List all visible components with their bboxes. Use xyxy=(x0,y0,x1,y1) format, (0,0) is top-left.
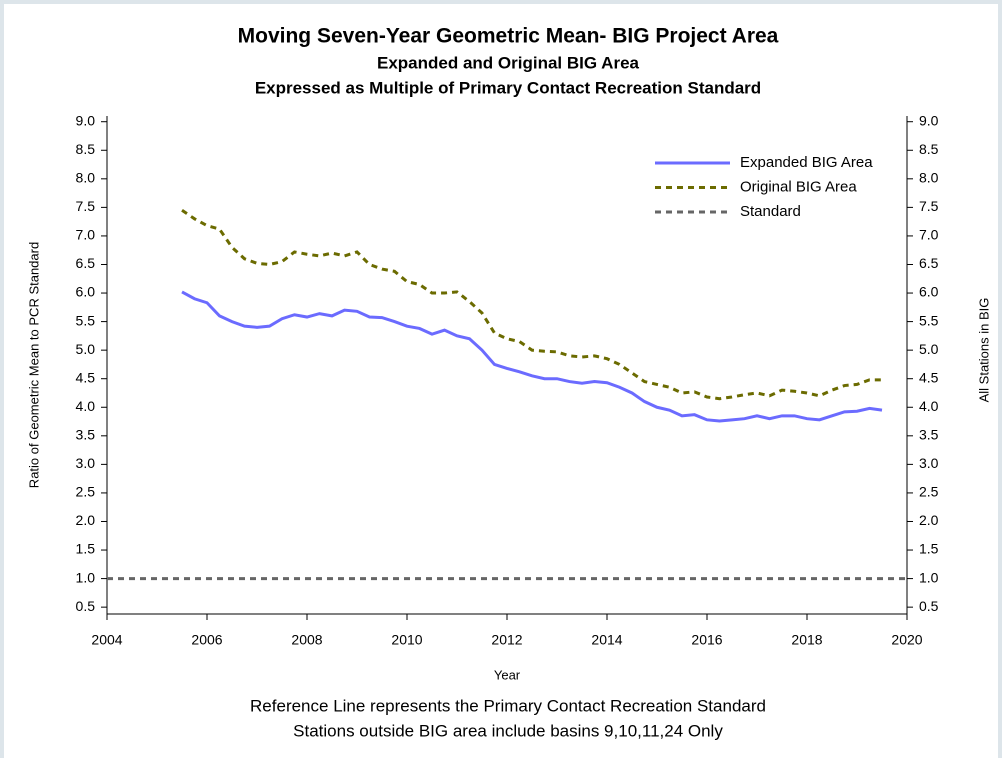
y-tick-label: 8.0 xyxy=(76,170,96,186)
x-tick-label: 2020 xyxy=(891,632,922,648)
y-tick-label: 4.0 xyxy=(76,398,96,414)
chart-subtitle: Expanded and Original BIG Area xyxy=(377,53,640,72)
y-tick-label: 2.0 xyxy=(76,512,96,528)
x-tick-label: 2012 xyxy=(491,632,522,648)
chart-title: Moving Seven-Year Geometric Mean- BIG Pr… xyxy=(238,25,779,48)
y2-tick-label: 7.5 xyxy=(919,198,939,214)
y-tick-label: 0.5 xyxy=(76,598,96,614)
y-tick-label: 7.0 xyxy=(76,227,96,243)
chart-subtitle: Expressed as Multiple of Primary Contact… xyxy=(255,78,761,97)
y2-tick-label: 5.5 xyxy=(919,312,939,328)
y2-tick-label: 2.5 xyxy=(919,484,939,500)
y2-tick-label: 5.0 xyxy=(919,341,939,357)
x-tick-label: 2006 xyxy=(191,632,222,648)
x-tick-label: 2008 xyxy=(291,632,322,648)
chart-background xyxy=(4,4,998,758)
y2-tick-label: 7.0 xyxy=(919,227,939,243)
x-axis-label: Year xyxy=(494,667,521,682)
y-tick-label: 8.5 xyxy=(76,141,96,157)
y2-tick-label: 2.0 xyxy=(919,512,939,528)
y2-tick-label: 6.0 xyxy=(919,284,939,300)
x-tick-label: 2014 xyxy=(591,632,622,648)
y-tick-label: 1.0 xyxy=(76,569,96,585)
y2-tick-label: 3.0 xyxy=(919,455,939,471)
y2-tick-label: 4.0 xyxy=(919,398,939,414)
y-tick-label: 5.5 xyxy=(76,312,96,328)
y2-tick-label: 8.5 xyxy=(919,141,939,157)
y-tick-label: 9.0 xyxy=(76,112,96,128)
x-tick-label: 2016 xyxy=(691,632,722,648)
y-tick-label: 1.5 xyxy=(76,541,96,557)
y2-tick-label: 1.0 xyxy=(919,569,939,585)
x-tick-label: 2010 xyxy=(391,632,422,648)
legend-label: Standard xyxy=(740,203,801,220)
y2-tick-label: 0.5 xyxy=(919,598,939,614)
x-tick-label: 2004 xyxy=(91,632,122,648)
y-tick-label: 3.5 xyxy=(76,427,96,443)
y-tick-label: 4.5 xyxy=(76,369,96,385)
footnote: Reference Line represents the Primary Co… xyxy=(250,696,766,715)
y2-tick-label: 8.0 xyxy=(919,170,939,186)
legend-label: Expanded BIG Area xyxy=(740,154,873,171)
legend-label: Original BIG Area xyxy=(740,178,857,195)
y2-tick-label: 1.5 xyxy=(919,541,939,557)
y-tick-label: 6.5 xyxy=(76,255,96,271)
series-line xyxy=(181,208,882,401)
y-axis-label: Ratio of Geometric Mean to PCR Standard xyxy=(26,242,41,488)
y2-tick-label: 6.5 xyxy=(919,255,939,271)
y-tick-label: 7.5 xyxy=(76,198,96,214)
series-line xyxy=(181,290,883,423)
y2-axis-label: All Stations in BIG xyxy=(976,298,991,403)
x-tick-label: 2018 xyxy=(791,632,822,648)
y-tick-label: 2.5 xyxy=(76,484,96,500)
y2-tick-label: 9.0 xyxy=(919,112,939,128)
footnote: Stations outside BIG area include basins… xyxy=(293,721,723,740)
y-tick-label: 3.0 xyxy=(76,455,96,471)
y-tick-label: 5.0 xyxy=(76,341,96,357)
y-tick-label: 6.0 xyxy=(76,284,96,300)
y2-tick-label: 3.5 xyxy=(919,427,939,443)
y2-tick-label: 4.5 xyxy=(919,369,939,385)
